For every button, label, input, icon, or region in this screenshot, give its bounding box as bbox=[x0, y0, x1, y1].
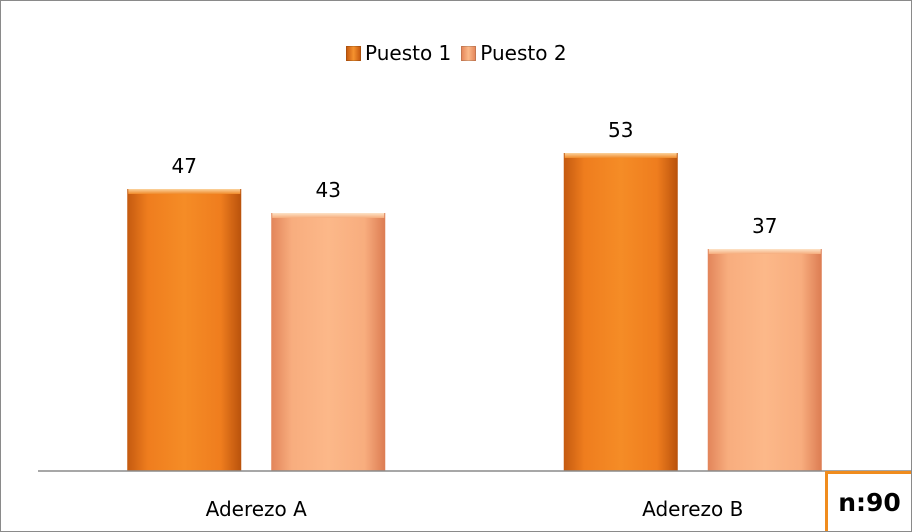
sample-size-label: n:90 bbox=[825, 471, 911, 531]
bar-aderezo-b-series-2 bbox=[707, 249, 822, 471]
bar-cap-aderezo-a-series-1 bbox=[128, 189, 241, 194]
x-tick-label: Aderezo A bbox=[206, 497, 308, 521]
data-label: 37 bbox=[752, 214, 777, 238]
legend-item-puesto-2: Puesto 2 bbox=[461, 41, 567, 65]
bar-cap-aderezo-b-series-1 bbox=[564, 153, 677, 158]
legend-swatch-puesto-2 bbox=[461, 45, 477, 61]
bar-aderezo-a-series-2 bbox=[271, 213, 386, 471]
data-label: 43 bbox=[316, 178, 341, 202]
legend-item-puesto-1: Puesto 1 bbox=[346, 41, 451, 65]
legend-swatch-puesto-1 bbox=[346, 45, 361, 61]
data-label: 47 bbox=[172, 154, 197, 178]
bar-aderezo-a-series-1 bbox=[127, 189, 242, 471]
legend: Puesto 1 Puesto 2 bbox=[346, 41, 567, 65]
bar-cap-aderezo-b-series-2 bbox=[708, 249, 821, 254]
legend-label-puesto-1: Puesto 1 bbox=[365, 41, 452, 65]
x-tick-label: Aderezo B bbox=[642, 497, 743, 521]
data-label: 53 bbox=[608, 118, 633, 142]
legend-label-puesto-2: Puesto 2 bbox=[480, 41, 567, 65]
bar-cap-aderezo-a-series-2 bbox=[272, 213, 385, 218]
bar-aderezo-b-series-1 bbox=[563, 153, 678, 471]
